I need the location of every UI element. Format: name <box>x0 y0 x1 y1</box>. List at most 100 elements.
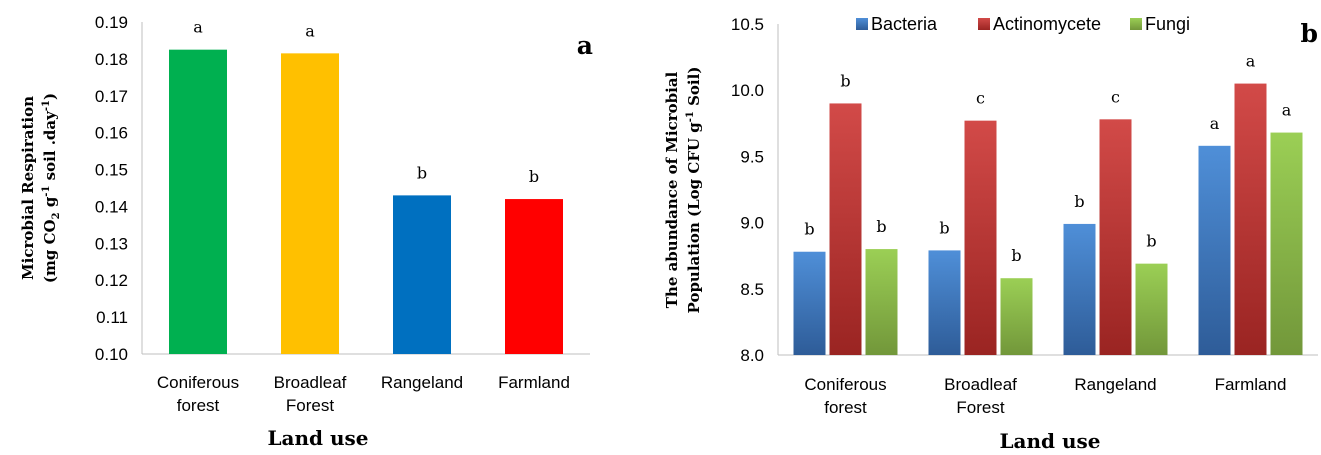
chart-a-bar <box>393 195 451 354</box>
chart-b-y-tick-label: 8.0 <box>740 346 764 365</box>
chart-b-y-tick-label: 10.0 <box>731 81 764 100</box>
chart-a-y-tick-label: 0.17 <box>95 87 128 106</box>
chart-b-bar-actinomycete <box>1234 83 1267 355</box>
chart-b-legend: Bacteria Actinomycete Fungi <box>856 14 1190 34</box>
chart-a-y-axis-label: Microbial Respiration (mg CO2 g-1 soil .… <box>19 93 62 283</box>
chart-b-x-axis-label: Land use <box>999 429 1100 453</box>
chart-a-category-label: forest <box>177 396 220 415</box>
chart-b-bar-fungi <box>1270 132 1303 355</box>
chart-a-y-label-part: ) <box>41 93 59 100</box>
chart-b-category-label: Farmland <box>1215 375 1287 394</box>
legend-item-fungi: Fungi <box>1130 14 1190 34</box>
chart-a-category-label: Coniferous <box>157 373 239 392</box>
chart-b-y-tick-label: 8.5 <box>740 280 764 299</box>
chart-b-bar-letter: b <box>939 218 949 237</box>
chart-a-panel-letter: a <box>577 31 593 60</box>
chart-a-sig-letters: a a b b <box>193 18 539 186</box>
legend-label-actinomycete: Actinomycete <box>993 14 1101 34</box>
chart-b-y-label-part: Soil) <box>685 67 703 112</box>
chart-a-category-label: Broadleaf <box>274 373 347 392</box>
chart-b-y-axis-label: The abundance of Microbial Population (L… <box>663 67 703 314</box>
chart-a-y-label-part: (mg CO <box>41 219 59 283</box>
chart-a-bar <box>505 199 563 354</box>
chart-b-y-label-sup: -1 <box>685 111 696 122</box>
chart-b-bar-actinomycete <box>829 103 862 355</box>
chart-a-category-label: Farmland <box>498 373 570 392</box>
legend-label-fungi: Fungi <box>1145 14 1190 34</box>
legend-swatch-bacteria <box>856 18 868 30</box>
chart-b-y-tick-label: 9.5 <box>740 147 764 166</box>
chart-a-y-tick-label: 0.18 <box>95 50 128 69</box>
chart-b-bar-bacteria <box>928 250 961 355</box>
chart-a-bar-letter: a <box>305 21 315 40</box>
chart-b-bar-bacteria <box>1063 223 1096 355</box>
chart-a-y-tick-label: 0.14 <box>95 197 128 216</box>
chart-a-bars <box>169 49 563 355</box>
chart-a-category-label: Forest <box>286 396 334 415</box>
legend-item-bacteria: Bacteria <box>856 14 938 34</box>
chart-b-bar-bacteria <box>1198 145 1231 355</box>
chart-a-y-label-sup: -1 <box>41 186 52 197</box>
chart-a-y-label-line1: Microbial Respiration <box>19 96 37 280</box>
chart-a-y-label-part: g <box>41 196 59 212</box>
chart-b-y-tick-label: 10.5 <box>731 15 764 34</box>
chart-b-category-label: Forest <box>956 398 1004 417</box>
chart-b-bar-letter: b <box>1074 192 1084 211</box>
chart-b-y-label-line2: Population (Log CFU g-1 Soil) <box>685 67 703 314</box>
chart-a: 0.10 0.11 0.12 0.13 0.14 0.15 0.16 0.17 0.18 0.19… <box>19 13 593 450</box>
chart-b-category-label: forest <box>824 398 867 417</box>
chart-b-bar-letter: b <box>840 71 850 90</box>
chart-b-sig-letters: b b b b c b b c b a a a <box>804 52 1291 266</box>
chart-a-category-label: Rangeland <box>381 373 463 392</box>
chart-b-bar-letter: c <box>976 89 985 108</box>
chart-b-y-ticks: 8.0 8.5 9.0 9.5 10.0 10.5 <box>731 15 764 365</box>
chart-b-bar-letter: c <box>1111 87 1120 106</box>
chart-b-bar-letter: b <box>1146 232 1156 251</box>
chart-a-y-label-line2: (mg CO2 g-1 soil .day-1) <box>41 93 62 283</box>
chart-b-panel-letter: b <box>1301 19 1318 48</box>
legend-swatch-actinomycete <box>978 18 990 30</box>
chart-b-bar-fungi <box>1000 278 1033 355</box>
chart-b-y-label-line1: The abundance of Microbial <box>663 71 681 308</box>
chart-a-bar <box>169 49 227 355</box>
chart-b-category-label: Rangeland <box>1074 375 1156 394</box>
chart-a-y-tick-label: 0.16 <box>95 124 128 143</box>
chart-b-x-categories: Coniferous forest Broadleaf Forest Rangeland… <box>804 375 1286 417</box>
chart-b-bar-actinomycete <box>964 120 997 355</box>
chart-b-bar-fungi <box>865 249 898 355</box>
chart-b-bar-actinomycete <box>1099 119 1132 355</box>
chart-b-bar-letter: b <box>876 217 886 236</box>
chart-b-category-label: Coniferous <box>804 375 886 394</box>
chart-a-x-axis-label: Land use <box>267 426 368 450</box>
chart-a-y-tick-label: 0.19 <box>95 13 128 32</box>
chart-a-y-label-part: soil .day <box>41 110 59 186</box>
chart-b-bar-letter: a <box>1246 52 1256 71</box>
legend-swatch-fungi <box>1130 18 1142 30</box>
chart-a-y-ticks: 0.10 0.11 0.12 0.13 0.14 0.15 0.16 0.17 0.18 0.19 <box>95 13 128 364</box>
chart-b-bar-letter: b <box>1011 246 1021 265</box>
chart-b: 8.0 8.5 9.0 9.5 10.0 10.5 b b b b c b b c b a a a Conife… <box>663 14 1318 453</box>
chart-b-y-tick-label: 9.0 <box>740 214 764 233</box>
chart-b-bar-letter: a <box>1282 101 1292 120</box>
chart-a-y-tick-label: 0.10 <box>95 345 128 364</box>
chart-b-bars <box>793 83 1303 355</box>
chart-a-y-tick-label: 0.11 <box>96 308 128 327</box>
legend-label-bacteria: Bacteria <box>871 14 938 34</box>
chart-a-bar-letter: a <box>193 18 203 37</box>
chart-b-bar-fungi <box>1135 263 1168 355</box>
chart-b-bar-letter: b <box>804 220 814 239</box>
chart-b-bar-bacteria <box>793 251 826 355</box>
chart-b-bar-letter: a <box>1210 114 1220 133</box>
chart-a-y-tick-label: 0.15 <box>95 161 128 180</box>
chart-b-y-label-part: Population (Log CFU g <box>685 122 703 314</box>
chart-a-bar <box>281 53 339 354</box>
chart-a-y-tick-label: 0.12 <box>95 271 128 290</box>
chart-b-category-label: Broadleaf <box>944 375 1017 394</box>
chart-a-y-label-sup: -1 <box>41 100 52 111</box>
chart-a-y-tick-label: 0.13 <box>95 234 128 253</box>
chart-a-bar-letter: b <box>417 163 427 182</box>
legend-item-actinomycete: Actinomycete <box>978 14 1101 34</box>
chart-a-x-categories: Coniferous forest Broadleaf Forest Rangeland… <box>157 373 570 415</box>
chart-a-y-label-sub: 2 <box>51 212 62 219</box>
